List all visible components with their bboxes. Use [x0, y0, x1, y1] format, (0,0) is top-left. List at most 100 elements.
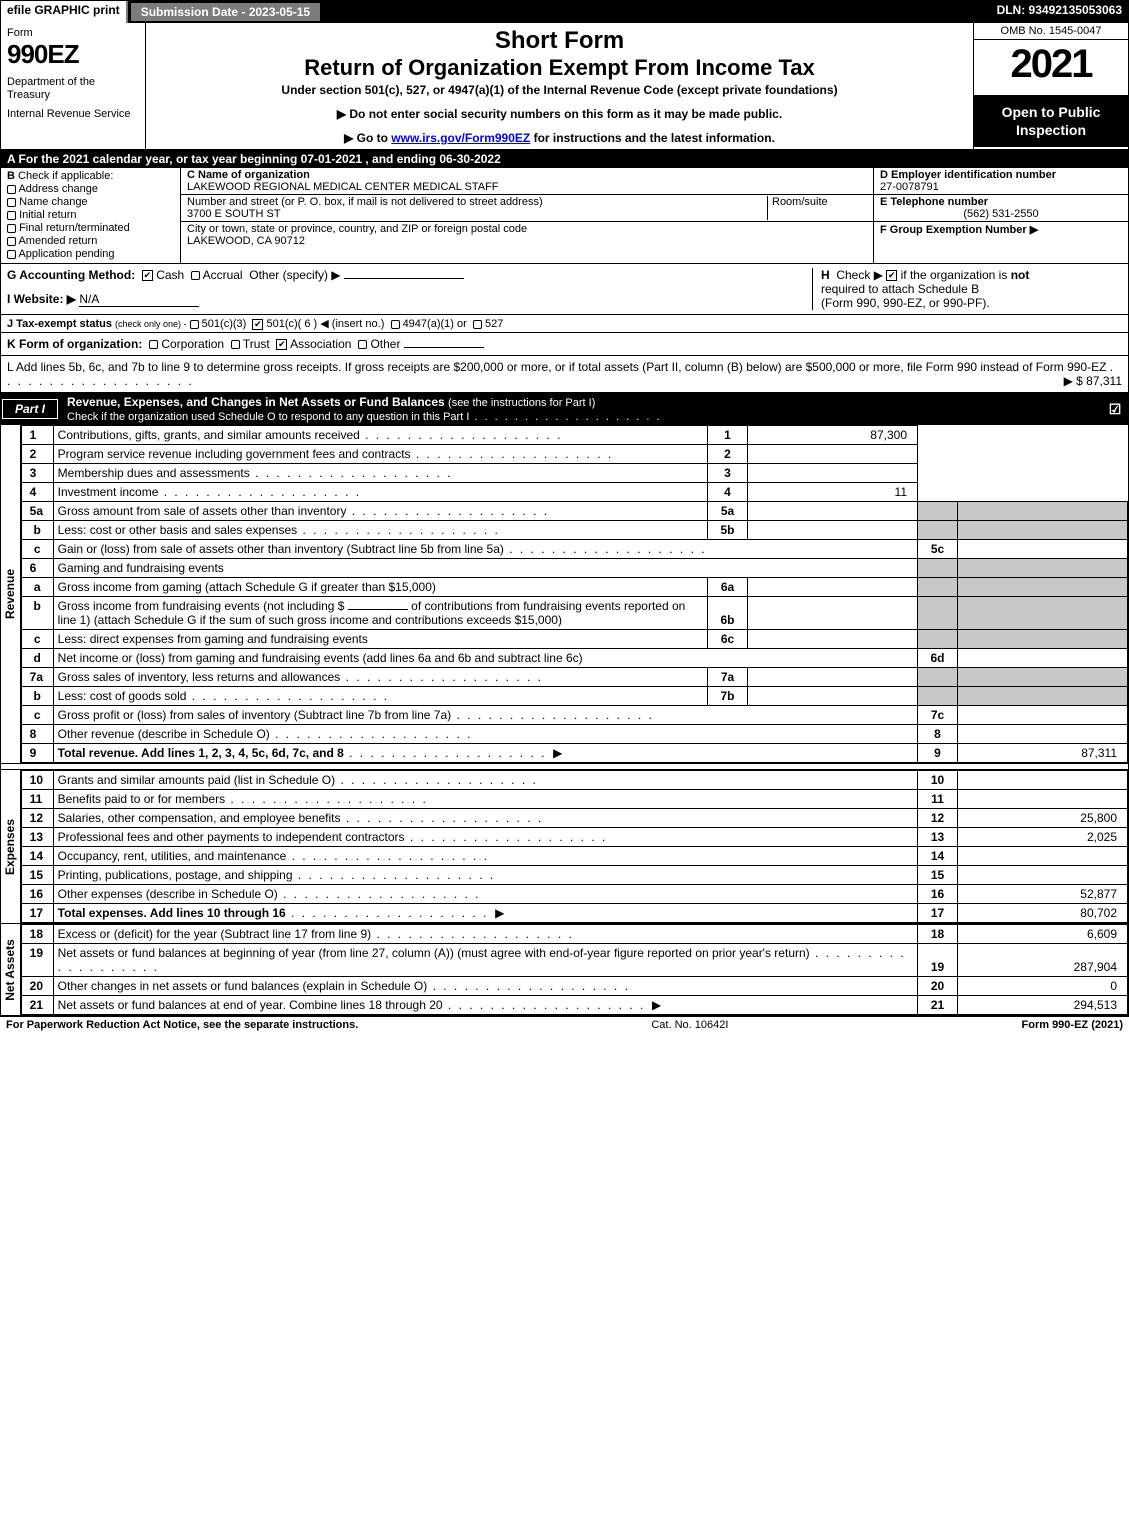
- b-opt-amended[interactable]: Amended return: [7, 235, 174, 247]
- b-label: B: [7, 170, 15, 182]
- j-o1: 501(c)(3): [202, 318, 247, 330]
- j-501c3-check[interactable]: [190, 320, 199, 329]
- footer-left: For Paperwork Reduction Act Notice, see …: [6, 1019, 358, 1031]
- page-footer: For Paperwork Reduction Act Notice, see …: [0, 1017, 1129, 1033]
- expenses-section: Expenses 10Grants and similar amounts pa…: [1, 770, 1128, 924]
- line-6d: dNet income or (loss) from gaming and fu…: [21, 649, 1127, 668]
- k-corp: Corporation: [161, 337, 224, 351]
- part-i-schedule-o-check[interactable]: ☑: [1106, 401, 1128, 418]
- efile-label: efile GRAPHIC print: [1, 1, 128, 23]
- k-other-input[interactable]: [404, 347, 484, 348]
- line-14: 14Occupancy, rent, utilities, and mainte…: [21, 847, 1127, 866]
- d-ein: 27-0078791: [880, 181, 1122, 193]
- b-opt-pending[interactable]: Application pending: [7, 248, 174, 260]
- line-4: 4Investment income411: [21, 483, 1127, 502]
- i-website: N/A: [79, 292, 199, 307]
- h-checkbox[interactable]: ✔: [886, 270, 897, 281]
- j-4947-check[interactable]: [391, 320, 400, 329]
- revenue-label: Revenue: [1, 425, 21, 763]
- k-assoc-check[interactable]: ✔: [276, 339, 287, 350]
- b-check-if: Check if applicable:: [18, 170, 113, 182]
- line-6a: aGross income from gaming (attach Schedu…: [21, 578, 1127, 597]
- top-bar: efile GRAPHIC print Submission Date - 20…: [1, 1, 1128, 23]
- l-amount: ▶ $ 87,311: [1064, 374, 1122, 388]
- line-3: 3Membership dues and assessments3: [21, 464, 1127, 483]
- line-5b: bLess: cost or other basis and sales exp…: [21, 521, 1127, 540]
- line-9: 9Total revenue. Add lines 1, 2, 3, 4, 5c…: [21, 744, 1127, 763]
- line-7c: cGross profit or (loss) from sales of in…: [21, 706, 1127, 725]
- g-cash-check[interactable]: ✔: [142, 270, 153, 281]
- b-opt-final[interactable]: Final return/terminated: [7, 222, 174, 234]
- c-org-name: LAKEWOOD REGIONAL MEDICAL CENTER MEDICAL…: [187, 181, 867, 193]
- dln-number: DLN: 93492135053063: [991, 1, 1128, 23]
- b-opt-address[interactable]: Address change: [7, 183, 174, 195]
- revenue-section: Revenue 1Contributions, gifts, grants, a…: [1, 425, 1128, 764]
- tax-year: 2021: [974, 40, 1128, 95]
- k-other-check[interactable]: [358, 340, 367, 349]
- expenses-label: Expenses: [1, 770, 21, 923]
- submission-date: Submission Date - 2023-05-15: [130, 2, 321, 22]
- j-small: (check only one) -: [115, 319, 187, 329]
- k-other: Other: [370, 337, 400, 351]
- k-corp-check[interactable]: [149, 340, 158, 349]
- section-c: C Name of organization LAKEWOOD REGIONAL…: [181, 168, 873, 263]
- form-container: efile GRAPHIC print Submission Date - 20…: [0, 0, 1129, 1017]
- line-1: 1Contributions, gifts, grants, and simil…: [21, 426, 1127, 445]
- footer-right: Form 990-EZ (2021): [1022, 1019, 1124, 1031]
- section-a: A For the 2021 calendar year, or tax yea…: [1, 150, 1128, 168]
- j-527-check[interactable]: [473, 320, 482, 329]
- g-cash: Cash: [156, 268, 184, 282]
- e-tel-label: E Telephone number: [880, 196, 1122, 208]
- f-group-label: F Group Exemption Number ▶: [880, 223, 1122, 236]
- j-501c-check[interactable]: ✔: [252, 319, 263, 330]
- i-label: I Website: ▶: [7, 292, 76, 306]
- line-20: 20Other changes in net assets or fund ba…: [21, 977, 1127, 996]
- k-trust-check[interactable]: [231, 340, 240, 349]
- line-11: 11Benefits paid to or for members11: [21, 790, 1127, 809]
- section-bcd: B Check if applicable: Address change Na…: [1, 168, 1128, 264]
- header-right: OMB No. 1545-0047 2021 Open to Public In…: [973, 23, 1128, 149]
- line-13: 13Professional fees and other payments t…: [21, 828, 1127, 847]
- under-section: Under section 501(c), 527, or 4947(a)(1)…: [154, 83, 965, 97]
- part-i-header: Part I Revenue, Expenses, and Changes in…: [1, 393, 1128, 425]
- c-room-label: Room/suite: [767, 196, 867, 220]
- g-other-input[interactable]: [344, 278, 464, 279]
- section-h: H Check ▶ ✔ if the organization is not r…: [812, 268, 1122, 310]
- form-number: 990EZ: [7, 39, 139, 70]
- b-opt-name[interactable]: Name change: [7, 196, 174, 208]
- line-5c: cGain or (loss) from sale of assets othe…: [21, 540, 1127, 559]
- g-label: G Accounting Method:: [7, 268, 135, 282]
- open-inspection: Open to Public Inspection: [974, 95, 1128, 147]
- b-opt-initial[interactable]: Initial return: [7, 209, 174, 221]
- line-5a: 5aGross amount from sale of assets other…: [21, 502, 1127, 521]
- g-other: Other (specify) ▶: [249, 268, 340, 282]
- line-10: 10Grants and similar amounts paid (list …: [21, 771, 1127, 790]
- net-assets-label: Net Assets: [1, 924, 21, 1015]
- net-assets-section: Net Assets 18Excess or (deficit) for the…: [1, 924, 1128, 1016]
- goto-post: for instructions and the latest informat…: [530, 131, 775, 145]
- line-6: 6Gaming and fundraising events: [21, 559, 1127, 578]
- line-6c: cLess: direct expenses from gaming and f…: [21, 630, 1127, 649]
- revenue-table: 1Contributions, gifts, grants, and simil…: [21, 425, 1128, 763]
- irs-link[interactable]: www.irs.gov/Form990EZ: [391, 131, 530, 145]
- line-19: 19Net assets or fund balances at beginni…: [21, 944, 1127, 977]
- h-not: not: [1011, 268, 1030, 282]
- footer-center: Cat. No. 10642I: [358, 1019, 1021, 1031]
- line-12: 12Salaries, other compensation, and empl…: [21, 809, 1127, 828]
- line-16: 16Other expenses (describe in Schedule O…: [21, 885, 1127, 904]
- c-street-label: Number and street (or P. O. box, if mail…: [187, 196, 767, 208]
- line-21: 21Net assets or fund balances at end of …: [21, 996, 1127, 1015]
- c-street: 3700 E SOUTH ST: [187, 208, 767, 220]
- c-name-label: C Name of organization: [187, 169, 867, 181]
- line-18: 18Excess or (deficit) for the year (Subt…: [21, 925, 1127, 944]
- ssn-note: ▶ Do not enter social security numbers o…: [154, 107, 965, 121]
- c-city: LAKEWOOD, CA 90712: [187, 235, 867, 247]
- expenses-table: 10Grants and similar amounts paid (list …: [21, 770, 1128, 923]
- k-assoc: Association: [290, 337, 351, 351]
- g-accrual-check[interactable]: [191, 271, 200, 280]
- form-header: Form 990EZ Department of the Treasury In…: [1, 23, 1128, 150]
- omb-number: OMB No. 1545-0047: [974, 23, 1128, 40]
- line-17: 17Total expenses. Add lines 10 through 1…: [21, 904, 1127, 923]
- section-l: L Add lines 5b, 6c, and 7b to line 9 to …: [1, 356, 1128, 393]
- part-i-label: Part I: [2, 399, 58, 419]
